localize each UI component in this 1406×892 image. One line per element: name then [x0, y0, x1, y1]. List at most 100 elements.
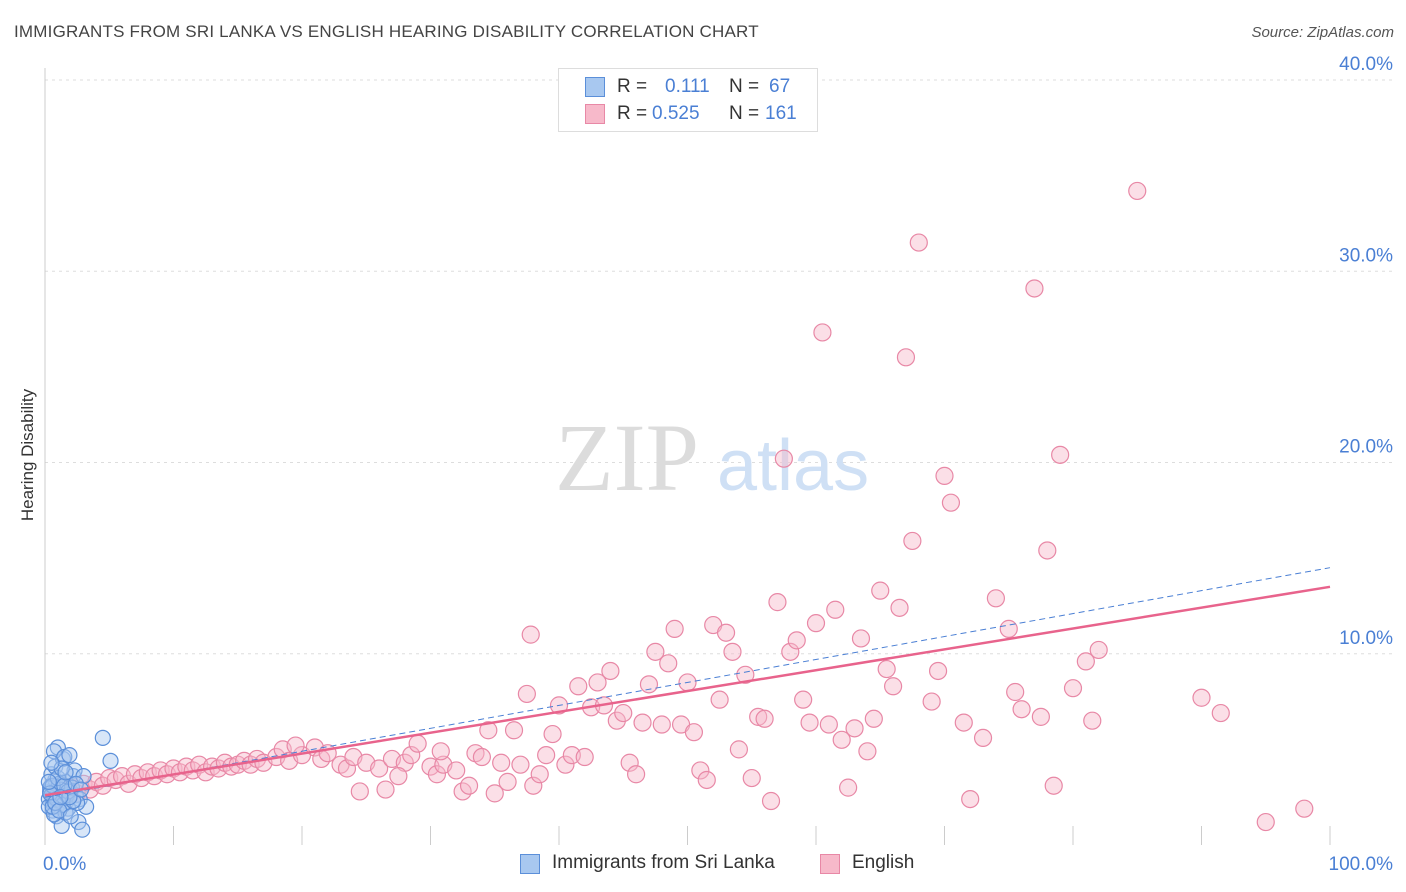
legend-n-value: 67 [769, 76, 791, 97]
english-point [1256, 812, 1275, 832]
english-point [485, 784, 504, 803]
english-point [851, 629, 871, 648]
english-point [864, 709, 883, 728]
english-point [479, 721, 498, 740]
english-point [524, 776, 543, 795]
x-tick-label: 0.0% [43, 854, 86, 875]
legend-n-label: N = [729, 103, 760, 124]
y-tick-label: 20.0% [1339, 437, 1393, 458]
y-tick-label: 30.0% [1339, 245, 1393, 266]
sri-lanka-point [62, 808, 79, 825]
english-point [890, 598, 909, 617]
english-point [350, 782, 369, 801]
english-point [530, 765, 549, 784]
legend-r-value: 0.525 [652, 103, 700, 124]
bottom-legend-swatch-blue [520, 854, 540, 874]
english-point [431, 742, 450, 761]
english-point [517, 684, 536, 704]
sri-lanka-point [40, 773, 57, 790]
english-point [408, 734, 427, 753]
english-point [659, 654, 678, 673]
english-point [1211, 703, 1230, 723]
english-point [588, 673, 607, 692]
english-point [575, 747, 594, 767]
english-point [736, 665, 755, 684]
chart-title: IMMIGRANTS FROM SRI LANKA VS ENGLISH HEA… [14, 22, 759, 41]
english-point [1128, 181, 1147, 201]
english-point [961, 789, 980, 809]
english-point [973, 728, 993, 748]
english-point [626, 765, 646, 784]
english-point [1044, 776, 1063, 795]
english-point [389, 767, 408, 786]
y-tick-label: 10.0% [1339, 628, 1393, 649]
english-point [826, 600, 845, 619]
english-point [871, 581, 890, 600]
sri-lanka-point [94, 729, 111, 747]
english-point [941, 493, 961, 512]
english-point [813, 323, 832, 342]
english-point [459, 776, 479, 795]
legend-r-label: R = [617, 76, 648, 97]
english-point [492, 753, 511, 772]
english-point [845, 719, 864, 738]
source-label: Source: ZipAtlas.com [1251, 24, 1394, 41]
sri-lanka-point [61, 747, 78, 764]
english-point [832, 730, 851, 749]
english-point [402, 746, 421, 765]
english-point [427, 765, 447, 784]
english-point [986, 589, 1006, 608]
legend-swatch-pink [585, 104, 605, 124]
english-point [749, 707, 768, 726]
watermark-zip: ZIP [555, 404, 699, 511]
english-point [447, 761, 466, 780]
english-point [819, 715, 838, 734]
english-point [1051, 445, 1070, 464]
english-point [1025, 279, 1044, 298]
trend-lines [44, 567, 1331, 798]
english-point [697, 770, 716, 790]
english-point [691, 761, 710, 780]
english-point [1089, 640, 1108, 660]
bottom-legend-label: Immigrants from Sri Lanka [552, 852, 775, 873]
english-point [511, 755, 530, 774]
sri-lanka-point [43, 754, 60, 771]
sri-lanka-point [74, 821, 91, 838]
english-point [729, 740, 749, 759]
english-point [755, 709, 774, 728]
english-point [639, 675, 659, 694]
bottom-legend-label: English [852, 852, 915, 873]
english-point [768, 593, 787, 612]
english-point [922, 692, 941, 711]
legend-n-value: 161 [765, 103, 797, 124]
english-point [883, 677, 903, 696]
english-point [928, 661, 948, 681]
english-point [839, 778, 858, 797]
sri-lanka-trend-line [44, 567, 1331, 798]
english-point [652, 715, 671, 734]
english-point [794, 690, 813, 709]
english-point [665, 619, 684, 638]
axis-layer [44, 68, 1331, 845]
sri-lanka-point [57, 764, 74, 781]
watermark-atlas: atlas [717, 426, 869, 506]
english-point [1006, 682, 1025, 702]
english-point [1192, 688, 1211, 707]
english-point [909, 233, 928, 252]
english-point [710, 690, 729, 709]
tick-labels: 10.0% 20.0% 30.0% 40.0% 0.0% 100.0% [43, 54, 1393, 875]
english-point [800, 713, 819, 732]
english-point [614, 703, 633, 723]
english-point [1038, 541, 1057, 560]
english-point [543, 724, 562, 744]
y-tick-label: 40.0% [1339, 54, 1393, 75]
english-point [1083, 711, 1102, 730]
english-point [646, 642, 665, 661]
english-point [537, 746, 556, 765]
legend-swatch-blue [585, 77, 605, 97]
watermark: ZIP atlas [555, 404, 869, 511]
english-point [858, 742, 877, 761]
english-point [761, 791, 781, 811]
english-point [1063, 679, 1083, 698]
